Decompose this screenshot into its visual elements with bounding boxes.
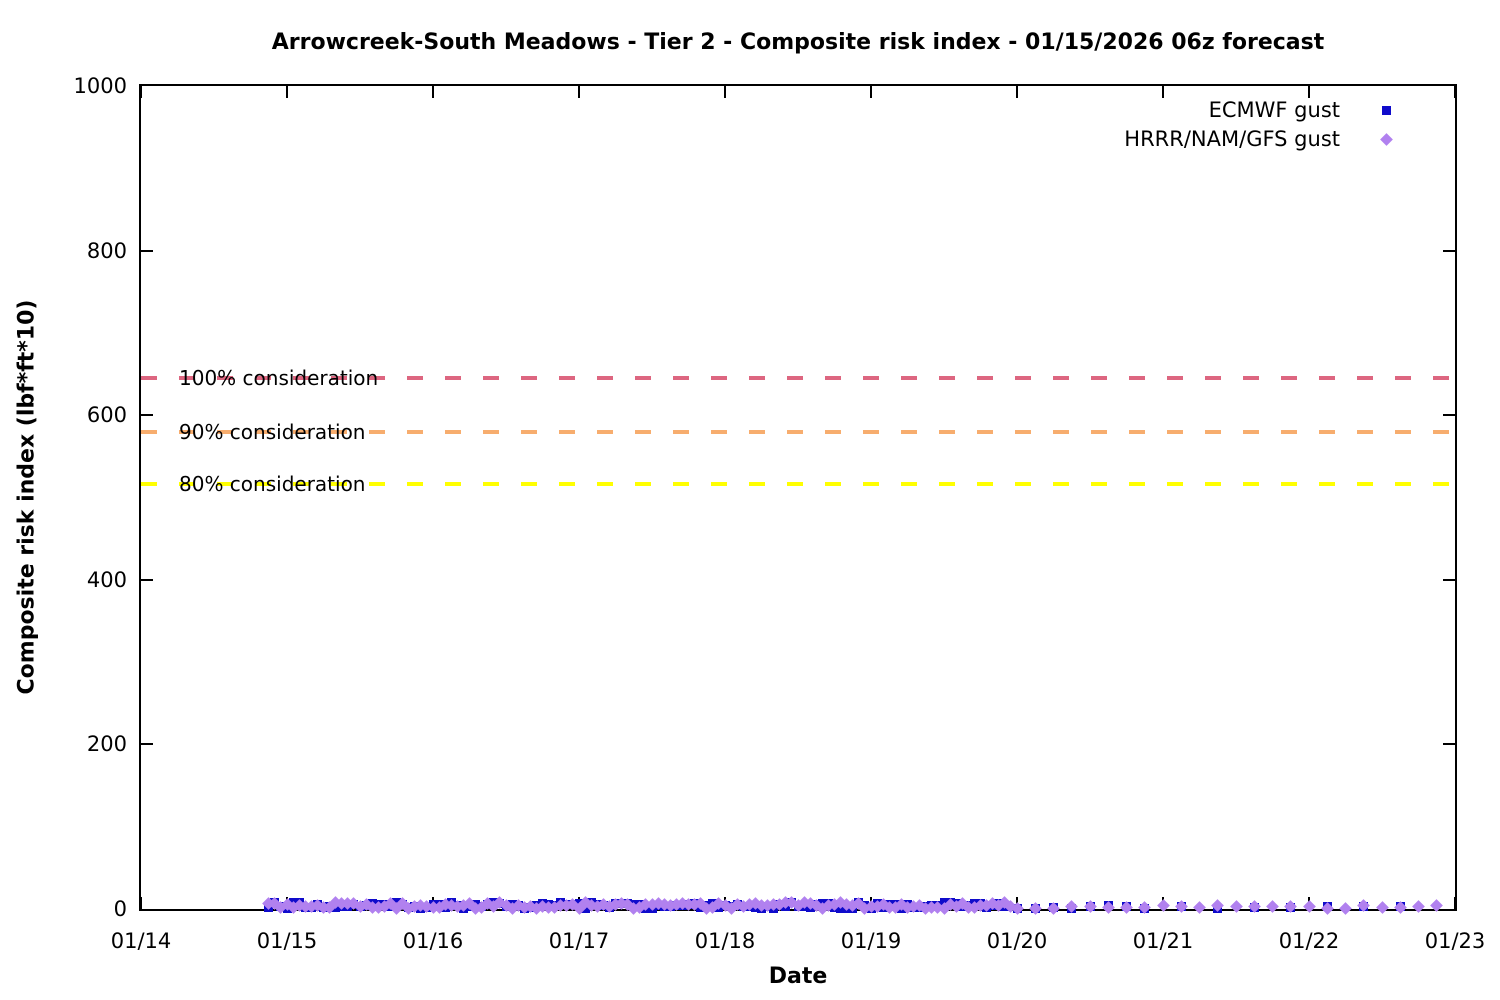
y-tick-label: 400 — [86, 567, 127, 592]
threshold-line — [141, 429, 1455, 434]
x-tick-top — [140, 86, 142, 98]
x-tick-top — [1308, 86, 1310, 98]
y-tick-label: 1000 — [73, 74, 127, 98]
x-tick-top — [1162, 86, 1164, 98]
x-axis-label: Date — [768, 964, 828, 989]
x-tick-top — [1016, 86, 1018, 98]
y-tick-label: 600 — [86, 403, 127, 428]
x-tick-top — [578, 86, 580, 98]
y-axis-label: Composite risk index (lbf*ft*10) — [14, 299, 40, 695]
x-tick-top — [870, 86, 872, 98]
x-tick-label: 01/15 — [256, 929, 318, 953]
x-tick-label: 01/16 — [402, 929, 464, 953]
x-tick-label: 01/22 — [1278, 929, 1340, 953]
legend-label: HRRR/NAM/GFS gust — [1124, 127, 1340, 151]
chart-title: Arrowcreek-South Meadows - Tier 2 - Comp… — [271, 30, 1325, 55]
x-tick-label: 01/18 — [694, 929, 756, 953]
x-tick-label: 01/17 — [548, 929, 610, 953]
y-tick-right — [1443, 414, 1455, 417]
y-tick-label: 0 — [113, 897, 127, 921]
legend-label: ECMWF gust — [1208, 98, 1340, 122]
y-tick-label: 800 — [86, 238, 127, 263]
threshold-label: 100% consideration — [179, 366, 379, 391]
threshold-line — [141, 376, 1455, 381]
threshold-label: 80% consideration — [179, 472, 366, 497]
y-tick-left — [141, 414, 153, 417]
x-tick-top — [286, 86, 288, 98]
x-tick-top — [1454, 86, 1456, 98]
x-tick-bottom — [140, 897, 142, 909]
y-tick-left — [141, 249, 153, 252]
y-tick-left — [141, 743, 153, 746]
x-tick-top — [432, 86, 434, 98]
threshold-label: 90% consideration — [179, 419, 366, 444]
x-tick-top — [724, 86, 726, 98]
y-tick-label: 200 — [86, 732, 127, 757]
y-tick-right — [1443, 578, 1455, 581]
x-tick-label: 01/21 — [1132, 929, 1194, 953]
threshold-line — [141, 482, 1455, 487]
x-tick-label: 01/23 — [1424, 929, 1486, 953]
x-tick-label: 01/19 — [840, 929, 902, 953]
y-tick-right — [1443, 249, 1455, 252]
x-tick-label: 01/20 — [986, 929, 1048, 953]
x-tick-label: 01/14 — [110, 929, 172, 953]
x-tick-bottom — [1454, 897, 1456, 909]
y-tick-right — [1443, 743, 1455, 746]
square-marker-icon — [1382, 105, 1391, 115]
y-tick-left — [141, 578, 153, 581]
